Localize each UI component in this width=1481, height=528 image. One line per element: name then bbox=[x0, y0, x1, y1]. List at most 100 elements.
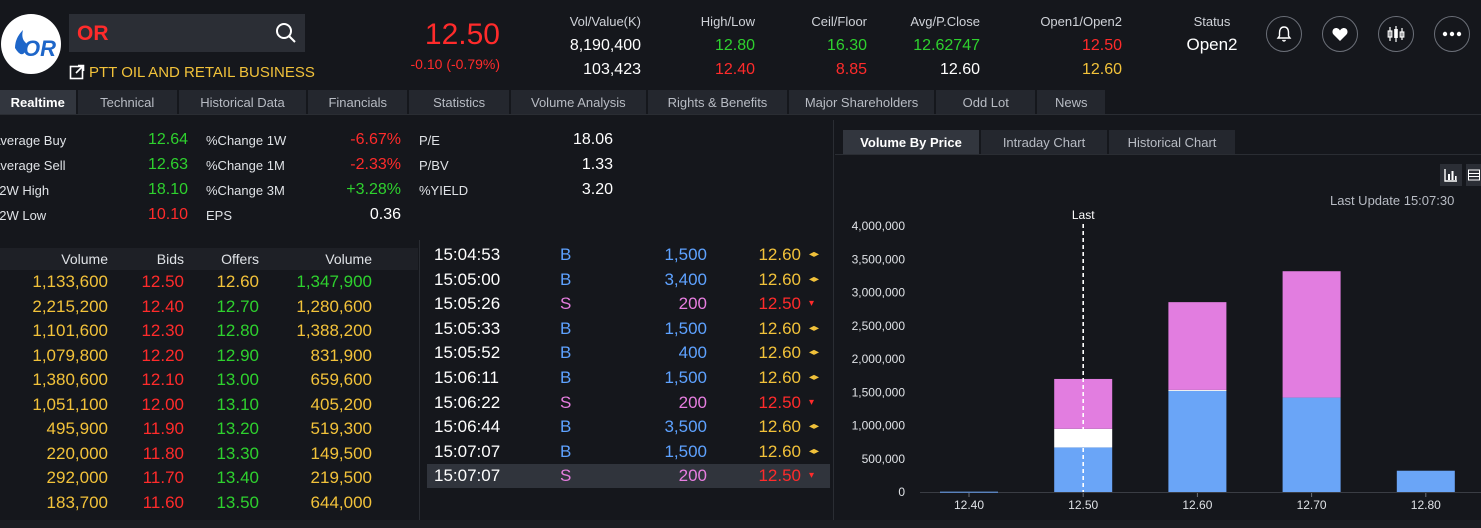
tab-historical-data[interactable]: Historical Data bbox=[178, 90, 307, 114]
company-name[interactable]: PTT OIL AND RETAIL BUSINESS bbox=[89, 63, 315, 81]
tab-intraday-chart[interactable]: Intraday Chart bbox=[981, 130, 1107, 154]
bid-price[interactable]: 12.00 bbox=[141, 394, 184, 414]
bid-volume[interactable]: 1,133,600 bbox=[32, 272, 108, 291]
offer-volume[interactable]: 644,000 bbox=[310, 492, 372, 512]
volume-bar-segment bbox=[1168, 302, 1227, 390]
bid-volume[interactable]: 1,079,800 bbox=[32, 345, 108, 365]
bid-price[interactable]: 11.90 bbox=[142, 419, 184, 438]
symbol-text[interactable]: OR bbox=[77, 22, 109, 45]
company-link[interactable]: PTT OIL AND RETAIL BUSINESS bbox=[69, 62, 315, 82]
tab-financials[interactable]: Financials bbox=[308, 90, 408, 114]
table-view-button[interactable] bbox=[1466, 164, 1481, 186]
offer-volume[interactable]: 519,300 bbox=[310, 419, 372, 438]
offer-volume[interactable]: 405,200 bbox=[310, 394, 372, 414]
offer-price[interactable]: 12.80 bbox=[216, 321, 259, 340]
trade-row[interactable]: 15:04:53 B 1,500 12.60 ◂▸ bbox=[427, 243, 830, 267]
header-column-value-2: 8.85 bbox=[835, 61, 867, 78]
bid-volume[interactable]: 292,000 bbox=[46, 468, 108, 487]
volume-bar-segment bbox=[1054, 428, 1113, 448]
symbol-search-input[interactable]: OR bbox=[69, 14, 305, 52]
favorite-button[interactable] bbox=[1322, 16, 1358, 52]
bid-price[interactable]: 12.20 bbox=[141, 345, 184, 365]
bid-offer-row[interactable]: 1,051,100 12.00 13.10 405,200 bbox=[0, 395, 418, 419]
bid-price[interactable]: 12.40 bbox=[141, 296, 184, 316]
bid-offer-row[interactable]: 1,101,600 12.30 12.80 1,388,200 bbox=[0, 321, 418, 345]
tab-historical-chart[interactable]: Historical Chart bbox=[1109, 130, 1235, 154]
trade-price: 12.60 bbox=[758, 343, 801, 363]
bid-offer-row[interactable]: 1,380,600 12.10 13.00 659,600 bbox=[0, 370, 418, 394]
trade-row[interactable]: 15:06:22 S 200 12.50 ▾ bbox=[427, 391, 830, 415]
bid-volume[interactable]: 183,700 bbox=[46, 492, 108, 512]
stat-value: 12.63 bbox=[147, 156, 188, 173]
bid-offer-row[interactable]: 1,079,800 12.20 12.90 831,900 bbox=[0, 346, 418, 370]
offer-price[interactable]: 13.40 bbox=[216, 468, 259, 487]
trade-row[interactable]: 15:06:11 B 1,500 12.60 ◂▸ bbox=[427, 366, 830, 390]
offer-price[interactable]: 12.90 bbox=[216, 345, 259, 365]
offer-price[interactable]: 13.30 bbox=[216, 443, 259, 463]
bid-offer-row[interactable]: 292,000 11.70 13.40 219,500 bbox=[0, 468, 418, 492]
offer-price[interactable]: 12.70 bbox=[216, 296, 259, 316]
chart-tabs: Volume By Price Intraday Chart Historica… bbox=[843, 130, 1235, 154]
tab-news[interactable]: News bbox=[1037, 90, 1105, 114]
bid-price[interactable]: 11.80 bbox=[142, 443, 184, 463]
tab-odd-lot[interactable]: Odd Lot bbox=[936, 90, 1036, 114]
offer-price[interactable]: 13.10 bbox=[216, 394, 259, 414]
offer-price[interactable]: 12.60 bbox=[216, 272, 259, 291]
trade-row[interactable]: 15:05:33 B 1,500 12.60 ◂▸ bbox=[427, 317, 830, 341]
trade-row[interactable]: 15:07:07 S 200 12.50 ▾ bbox=[427, 464, 830, 489]
offer-price[interactable]: 13.20 bbox=[216, 419, 259, 438]
more-button[interactable] bbox=[1434, 16, 1470, 52]
trade-row[interactable]: 15:05:52 B 400 12.60 ◂▸ bbox=[427, 341, 830, 365]
bid-volume[interactable]: 1,101,600 bbox=[32, 321, 108, 340]
external-link-icon[interactable] bbox=[69, 64, 85, 80]
bid-price[interactable]: 11.70 bbox=[142, 468, 184, 487]
offer-volume[interactable]: 659,600 bbox=[310, 370, 372, 389]
offer-volume[interactable]: 1,347,900 bbox=[296, 272, 372, 291]
bid-volume[interactable]: 1,380,600 bbox=[32, 370, 108, 389]
offer-volume[interactable]: 831,900 bbox=[310, 345, 372, 365]
offer-volume[interactable]: 1,280,600 bbox=[296, 296, 372, 316]
tab-volume-by-price[interactable]: Volume By Price bbox=[843, 130, 979, 154]
volume-bar-segment bbox=[1168, 390, 1227, 492]
trade-side: S bbox=[560, 294, 572, 314]
bid-offer-row[interactable]: 183,700 11.60 13.50 644,000 bbox=[0, 493, 418, 517]
trade-row[interactable]: 15:05:00 B 3,400 12.60 ◂▸ bbox=[427, 268, 830, 292]
tab-realtime[interactable]: Realtime bbox=[0, 90, 76, 114]
bid-offer-row[interactable]: 1,133,600 12.50 12.60 1,347,900 bbox=[0, 272, 418, 296]
bid-volume[interactable]: 1,051,100 bbox=[32, 394, 108, 414]
offer-volume[interactable]: 219,500 bbox=[310, 468, 372, 487]
tab-major-shareholders[interactable]: Major Shareholders bbox=[789, 90, 935, 114]
volume-bar-segment bbox=[940, 491, 998, 493]
tab-technical[interactable]: Technical bbox=[77, 90, 177, 114]
chart-button[interactable] bbox=[1378, 16, 1414, 52]
trade-row[interactable]: 15:05:26 S 200 12.50 ▾ bbox=[427, 292, 830, 316]
bid-volume[interactable]: 495,900 bbox=[46, 419, 108, 438]
bid-price[interactable]: 12.30 bbox=[141, 321, 184, 340]
offer-price[interactable]: 13.00 bbox=[216, 370, 259, 389]
tab-rights-benefits[interactable]: Rights & Benefits bbox=[647, 90, 788, 114]
trade-row[interactable]: 15:06:44 B 3,500 12.60 ◂▸ bbox=[427, 415, 830, 439]
volume-bar-segment bbox=[1282, 397, 1341, 492]
bid-price[interactable]: 12.10 bbox=[141, 370, 184, 389]
tab-volume-analysis[interactable]: Volume Analysis bbox=[510, 90, 646, 114]
bid-price[interactable]: 12.50 bbox=[141, 272, 184, 291]
offer-volume[interactable]: 1,388,200 bbox=[296, 321, 372, 340]
bid-volume[interactable]: 220,000 bbox=[46, 443, 108, 463]
bell-icon bbox=[1276, 26, 1292, 42]
bar-chart-view-button[interactable] bbox=[1440, 164, 1462, 186]
bid-offer-row[interactable]: 2,215,200 12.40 12.70 1,280,600 bbox=[0, 297, 418, 321]
offer-volume[interactable]: 149,500 bbox=[310, 443, 372, 463]
bid-offer-row[interactable]: 220,000 11.80 13.30 149,500 bbox=[0, 444, 418, 468]
search-icon[interactable] bbox=[275, 22, 297, 44]
bid-price[interactable]: 11.60 bbox=[142, 492, 184, 512]
trade-volume: 3,400 bbox=[664, 269, 707, 289]
trade-row[interactable]: 15:07:07 B 1,500 12.60 ◂▸ bbox=[427, 440, 830, 464]
alert-button[interactable] bbox=[1266, 16, 1302, 52]
tab-statistics[interactable]: Statistics bbox=[409, 90, 509, 114]
stat-label: 52W High bbox=[0, 183, 50, 198]
bid-offer-row[interactable]: 495,900 11.90 13.20 519,300 bbox=[0, 419, 418, 443]
divider bbox=[419, 240, 420, 520]
stat-value: 0.36 bbox=[369, 206, 401, 223]
offer-price[interactable]: 13.50 bbox=[216, 492, 259, 512]
bid-volume[interactable]: 2,215,200 bbox=[32, 296, 108, 316]
